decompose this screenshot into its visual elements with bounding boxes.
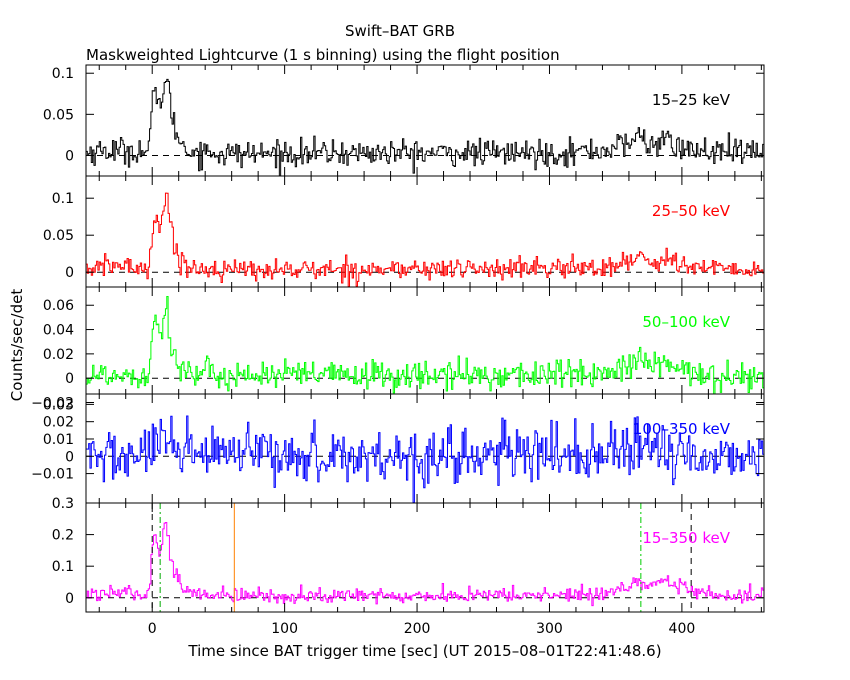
y-tick-label: 0.1: [52, 559, 74, 575]
y-tick-label: 0.04: [43, 323, 74, 339]
panel-2: 0 0.05 0.1 25–50 keV: [43, 175, 765, 288]
lightcurve-series: [86, 78, 764, 176]
y-axis-label: Counts/sec/det: [8, 289, 26, 402]
y-tick-label: 0.05: [43, 228, 74, 244]
x-tick-label: 100: [271, 621, 298, 637]
y-tick-label: 0.1: [52, 191, 74, 207]
panel-4: −0.01 00.010.02 0.03 100–350 keV: [31, 393, 765, 504]
lightcurve-series: [86, 415, 764, 503]
panel-1: 0 0.05 0.1 15–25 keV: [43, 64, 765, 177]
band-label: 100–350 keV: [633, 420, 731, 438]
lightcurve-series: [86, 295, 764, 394]
band-label: 15–350 keV: [642, 529, 730, 547]
panel-3: −0.02 0 0.02 0.04 0.06 50–100 keV: [31, 286, 765, 412]
y-tick-label: −0.02: [31, 396, 74, 412]
band-label: 25–50 keV: [652, 202, 731, 220]
lightcurve-series: [86, 192, 764, 287]
y-tick-label: 0.3: [52, 496, 74, 512]
x-axis-label: Time since BAT trigger time [sec] (UT 20…: [187, 642, 661, 660]
y-tick-label: 0.05: [43, 107, 74, 123]
panel-5: 0 0.1 0.2 0.3 15–350 keV: [52, 496, 765, 613]
chart-subtitle: Maskweighted Lightcurve (1 s binning) us…: [86, 46, 560, 64]
y-tick-label: 0.02: [43, 415, 74, 431]
y-tick-label: 0.1: [52, 66, 74, 82]
y-tick-label: 0: [65, 449, 74, 465]
y-tick-label: 0.03: [43, 397, 74, 413]
y-tick-label: 0: [65, 591, 74, 607]
y-tick-label: 0: [65, 371, 74, 387]
band-label: 50–100 keV: [642, 313, 730, 331]
y-tick-label: 0.2: [52, 528, 74, 544]
x-tick-label: 400: [669, 621, 696, 637]
x-tick-label: 300: [536, 621, 563, 637]
y-tick-label: 0.02: [43, 347, 74, 363]
lightcurve-series: [86, 521, 764, 607]
chart-title: Swift–BAT GRB: [345, 22, 455, 40]
panel-frame: [85, 502, 765, 613]
y-tick-label: 0: [65, 265, 74, 281]
y-tick-label: −0.01: [31, 467, 74, 483]
y-tick-label: 0: [65, 148, 74, 164]
y-tick-label: 0.01: [43, 432, 74, 448]
y-tick-label: 0.06: [43, 298, 74, 314]
x-tick-label: 200: [404, 621, 431, 637]
band-label: 15–25 keV: [652, 91, 731, 109]
x-tick-label: 0: [148, 621, 157, 637]
